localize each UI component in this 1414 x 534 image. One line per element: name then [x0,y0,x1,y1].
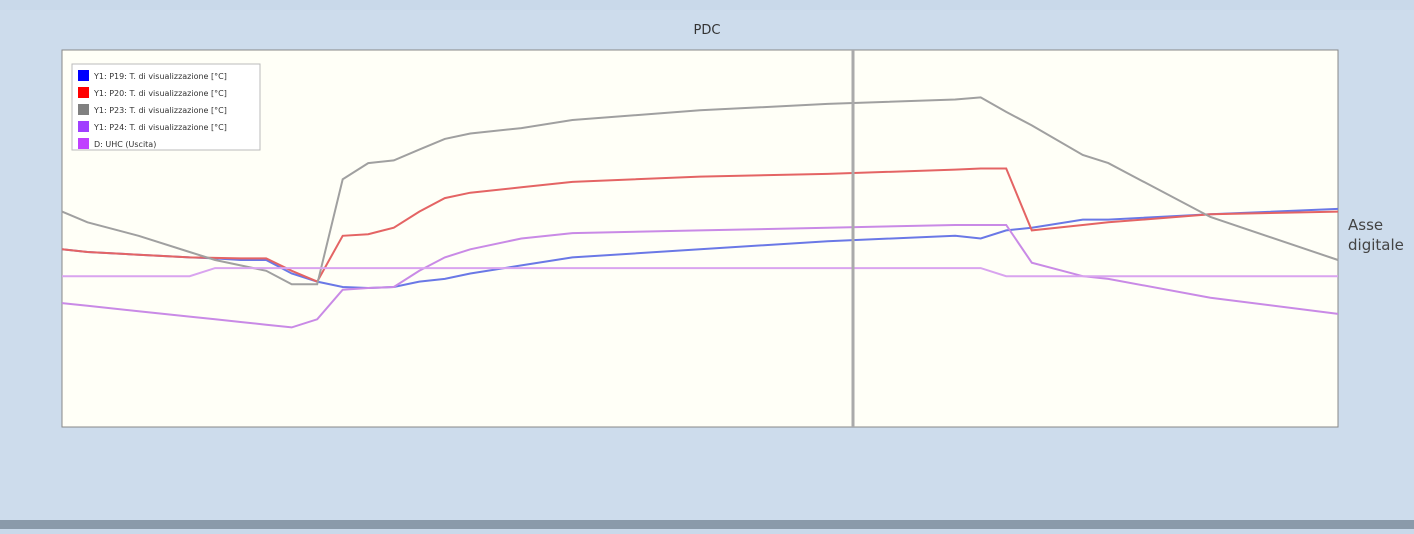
y2-axis-label: Asse digitale [1348,216,1404,254]
legend-label: Y1: P20: T. di visualizzazione [°C] [93,89,227,98]
series-line [61,96,1339,286]
bottom-bar [0,520,1414,529]
legend-swatch [78,70,89,81]
series-line [61,224,1339,329]
y2-label-part: Asse [1348,216,1383,234]
series-line [61,167,1339,283]
legend-label: Y1: P24: T. di visualizzazione [°C] [93,123,227,132]
legend-label: Y1: P19: T. di visualizzazione [°C] [93,72,227,81]
legend [71,63,261,151]
series-line [62,267,1338,278]
legend-swatch [78,87,89,98]
legend-items: Y1: P19: T. di visualizzazione [°C] Y1: P… [78,70,227,149]
y2-label-part: digitale [1348,236,1404,254]
legend-swatch [78,121,89,132]
chart-title: PDC [694,23,721,38]
legend-label: D: UHC (Uscita) [94,140,156,149]
lines [61,96,1339,329]
plot-area [61,49,1339,428]
legend-swatch [78,104,89,115]
legend-label: Y1: P23: T. di visualizzazione [°C] [93,106,227,115]
legend-swatch [78,138,89,149]
